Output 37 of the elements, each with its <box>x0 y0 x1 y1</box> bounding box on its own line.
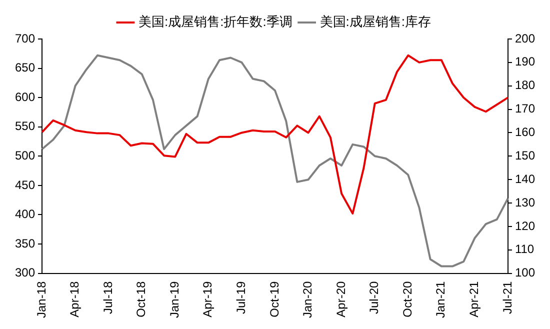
x-tick-label: Jan-20 <box>300 280 315 318</box>
y-tick-label: 450 <box>14 178 36 192</box>
x-tick-label: Jul-20 <box>367 280 382 314</box>
x-tick-label: Jan-19 <box>167 280 182 318</box>
y-tick-label: 550 <box>14 119 36 134</box>
y2-tick-label: 150 <box>514 148 536 162</box>
y2-tick-label: 170 <box>514 102 536 116</box>
legend-label: 美国:成屋销售:库存 <box>320 14 432 30</box>
y2-tick-label: 140 <box>514 172 536 186</box>
x-tick-label: Apr-21 <box>467 280 482 318</box>
x-tick-label: Apr-18 <box>68 280 82 318</box>
y-tick-label: 500 <box>14 148 36 162</box>
y2-tick-label: 160 <box>514 125 536 140</box>
y-tick-label: 650 <box>14 60 36 75</box>
x-tick-label: Oct-20 <box>400 280 414 318</box>
x-tick-label: Jul-18 <box>100 280 115 314</box>
y2-tick-label: 190 <box>514 54 536 69</box>
x-tick-label: Oct-19 <box>267 280 282 318</box>
y2-tick-label: 120 <box>514 218 536 233</box>
x-tick-label: Jan-18 <box>34 280 48 318</box>
x-tick-label: Jan-21 <box>434 280 448 318</box>
legend-label: 美国:成屋销售:折年数:季调 <box>138 14 292 30</box>
y2-tick-label: 110 <box>514 242 534 256</box>
y-tick-label: 600 <box>14 90 36 104</box>
x-tick-label: Jul-21 <box>500 280 514 314</box>
y-tick-label: 400 <box>14 207 36 222</box>
x-tick-label: Jul-19 <box>234 280 248 314</box>
x-tick-label: Apr-19 <box>200 280 215 318</box>
y2-tick-label: 130 <box>514 195 536 210</box>
x-tick-label: Oct-18 <box>134 280 148 318</box>
y2-tick-label: 200 <box>514 31 536 46</box>
y2-tick-label: 100 <box>514 266 536 280</box>
y-tick-label: 700 <box>14 31 36 46</box>
y-tick-label: 300 <box>14 266 36 280</box>
x-tick-label: Apr-20 <box>334 280 348 318</box>
y-tick-label: 350 <box>14 236 36 250</box>
y2-tick-label: 180 <box>514 78 536 92</box>
